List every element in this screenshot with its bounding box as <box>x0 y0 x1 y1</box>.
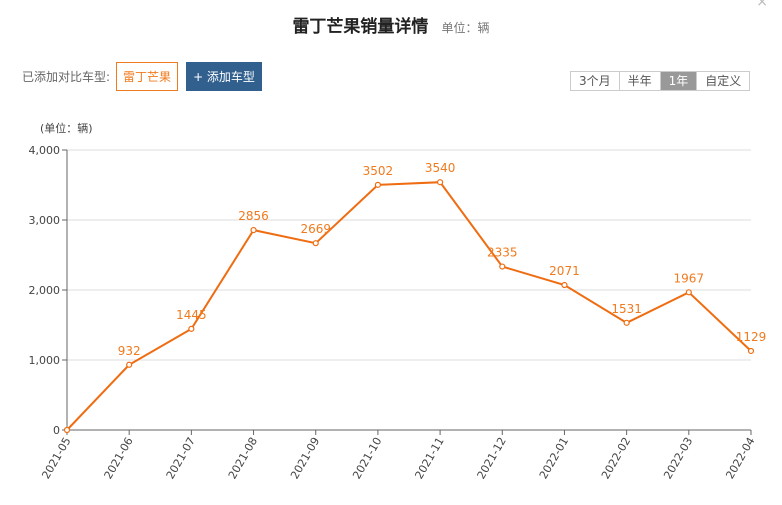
range-button-3[interactable]: 自定义 <box>696 72 750 90</box>
x-tick-label: 2022-01 <box>537 435 571 481</box>
series-line <box>66 181 752 431</box>
x-tick-label: 2021-10 <box>350 435 384 481</box>
data-point <box>312 240 319 247</box>
data-label: 2669 <box>300 222 331 236</box>
x-tick-label: 2021-12 <box>475 435 509 481</box>
x-tick-label: 2022-04 <box>723 435 757 481</box>
data-point <box>747 347 755 355</box>
data-label: 1129 <box>736 330 767 344</box>
compare-model-tag[interactable]: 雷丁芒果 <box>116 62 179 91</box>
data-label: 1531 <box>611 302 642 316</box>
data-label: 2071 <box>549 264 580 278</box>
x-tick-label: 2021-11 <box>412 435 446 481</box>
range-button-0[interactable]: 3个月 <box>571 72 619 90</box>
close-icon[interactable]: × <box>756 0 768 10</box>
data-point <box>188 325 195 332</box>
data-point <box>685 289 692 296</box>
x-tick-label: 2021-06 <box>102 435 136 481</box>
x-tick-label: 2021-07 <box>164 435 198 481</box>
data-point <box>499 263 506 270</box>
x-tick-label: 2021-05 <box>39 435 73 481</box>
data-point <box>436 179 444 186</box>
data-label: 932 <box>118 344 141 358</box>
y-tick-label: 4,000 <box>29 144 61 157</box>
title-unit: 单位：辆 <box>441 21 490 35</box>
x-tick-label: 2022-02 <box>599 435 633 481</box>
data-point <box>250 226 257 234</box>
range-button-2[interactable]: 1年 <box>659 72 697 90</box>
y-tick-label: 2,000 <box>29 284 61 297</box>
data-label: 2856 <box>238 209 269 223</box>
data-label: 3540 <box>425 161 456 175</box>
range-button-1[interactable]: 半年 <box>618 72 660 90</box>
y-tick-label: 0 <box>53 424 60 437</box>
x-tick-label: 2022-03 <box>661 435 695 481</box>
x-tick-label: 2021-09 <box>288 435 322 481</box>
add-model-button[interactable]: + 添加车型 <box>186 62 262 91</box>
x-tick-label: 2021-08 <box>226 435 260 481</box>
data-label: 3502 <box>363 164 394 178</box>
data-point <box>623 319 630 326</box>
data-label: 1967 <box>674 271 705 285</box>
y-tick-label: 3,000 <box>29 214 61 227</box>
data-point <box>374 181 382 188</box>
time-range-selector: 3个月 半年 1年 自定义 <box>570 71 751 91</box>
y-unit-label: (单位：辆) <box>40 121 93 135</box>
data-point <box>126 361 133 368</box>
compare-row: 已添加对比车型: 雷丁芒果 + 添加车型 <box>22 62 262 91</box>
y-tick-label: 1,000 <box>29 354 61 367</box>
data-label: 1445 <box>176 308 207 322</box>
data-point <box>63 426 71 434</box>
compare-label: 已添加对比车型: <box>22 70 111 84</box>
chart-title: 雷丁芒果销量详情 <box>292 17 429 37</box>
title-row: 雷丁芒果销量详情 单位：辆 <box>0 12 782 37</box>
data-point <box>561 281 568 289</box>
data-label: 2335 <box>487 246 518 260</box>
